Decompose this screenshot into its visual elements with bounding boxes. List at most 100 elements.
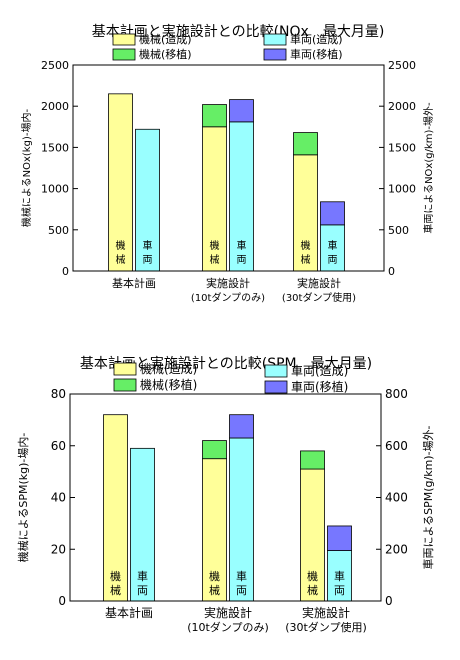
y-tick-label-left: 2000 bbox=[41, 100, 69, 113]
y-tick-label-left: 40 bbox=[51, 491, 66, 505]
y-tick-label-right: 400 bbox=[385, 491, 408, 505]
legend-swatch bbox=[263, 33, 287, 46]
bar-label-machine: 機 bbox=[209, 569, 220, 583]
legend-swatch bbox=[113, 378, 137, 392]
category-label: (30tダンプ使用) bbox=[285, 620, 367, 634]
y-axis-label-right: 車両によるSPM(g/km)-場外- bbox=[421, 425, 435, 569]
bar-machine-transplant bbox=[202, 104, 227, 128]
y-tick-label-right: 0 bbox=[385, 594, 393, 608]
category-label: (10tダンプのみ) bbox=[191, 291, 265, 304]
y-tick-label-left: 1000 bbox=[41, 183, 69, 196]
y-tick-label-left: 80 bbox=[51, 387, 66, 401]
bar-label-vehicle: 車 bbox=[143, 239, 153, 252]
y-tick-label-right: 1000 bbox=[388, 183, 416, 196]
bar-vehicle-transplant bbox=[229, 414, 254, 439]
y-tick-label-right: 0 bbox=[388, 265, 395, 278]
bar-machine-construction bbox=[202, 458, 227, 602]
chart-nox: 基本計画と実施設計との比較(NOx 最大月量) 0 500 1000 1500 2000 2… bbox=[20, 23, 435, 304]
bar-label-machine: 械 bbox=[301, 253, 311, 266]
legend-label: 機械(移植) bbox=[140, 377, 197, 392]
y-tick-label-left: 0 bbox=[62, 265, 69, 278]
bar-machine-construction bbox=[300, 468, 325, 602]
y-tick-label-left: 1500 bbox=[41, 141, 69, 154]
bar-label-machine: 機 bbox=[307, 569, 318, 583]
legend-swatch bbox=[263, 48, 287, 61]
bar-vehicle-transplant bbox=[327, 525, 352, 551]
bar-label-vehicle: 車 bbox=[237, 239, 247, 252]
plot-frame bbox=[69, 393, 382, 602]
legend-label: 車両(移植) bbox=[290, 47, 343, 61]
bar-label-machine: 機 bbox=[210, 239, 220, 252]
bar-machine-transplant bbox=[300, 450, 325, 470]
bar-label-vehicle: 両 bbox=[143, 255, 153, 266]
legend-label: 機械(移植) bbox=[139, 47, 192, 61]
bar-label-machine: 機 bbox=[301, 239, 311, 252]
bar-machine-construction bbox=[103, 414, 128, 602]
legend-swatch bbox=[113, 362, 137, 376]
y-tick-label-left: 0 bbox=[58, 594, 66, 608]
bar-vehicle-construction bbox=[327, 550, 352, 602]
y-axis-label-left: 機械によるNOx(kg)-場内- bbox=[20, 109, 33, 228]
y-tick-label-right: 600 bbox=[385, 439, 408, 453]
y-tick-label-right: 800 bbox=[385, 387, 408, 401]
chart-spm: 基本計画と実施設計との比較(SPM 最大月量)02040608002004006… bbox=[16, 355, 435, 634]
legend-swatch bbox=[264, 364, 288, 378]
legend-label: 機械(造成) bbox=[139, 32, 192, 46]
bar-label-vehicle: 両 bbox=[328, 255, 338, 266]
bar-label-machine: 械 bbox=[116, 253, 126, 266]
bar-label-machine: 械 bbox=[210, 253, 220, 266]
y-tick-label-right: 2500 bbox=[388, 59, 416, 72]
legend-label: 機械(造成) bbox=[140, 361, 197, 376]
bar-machine-transplant bbox=[202, 440, 227, 460]
bar-vehicle-transplant bbox=[320, 201, 345, 226]
bar-label-machine: 械 bbox=[110, 583, 121, 597]
legend-label: 車両(造成) bbox=[290, 32, 343, 46]
chart-title: 基本計画と実施設計との比較(SPM 最大月量) bbox=[80, 355, 372, 372]
y-tick-label-left: 60 bbox=[51, 439, 66, 453]
bar-machine-construction bbox=[108, 93, 133, 272]
bar-label-vehicle: 車 bbox=[328, 239, 338, 252]
bar-label-machine: 械 bbox=[209, 583, 220, 597]
y-axis-label-right: 車両によるNOx(g/km)-場外- bbox=[422, 102, 435, 234]
bar-machine-construction bbox=[293, 154, 318, 272]
bar-label-vehicle: 車 bbox=[137, 569, 148, 583]
y-tick-label-right: 200 bbox=[385, 542, 408, 556]
bar-label-machine: 機 bbox=[116, 239, 126, 252]
bar-vehicle-construction bbox=[130, 447, 155, 602]
y-tick-label-right: 500 bbox=[388, 224, 409, 237]
category-label: 実施設計 bbox=[204, 605, 252, 620]
y-axis-label-left: 機械によるSPM(kg)-場内- bbox=[16, 433, 30, 563]
category-label: 基本計画 bbox=[112, 276, 156, 290]
y-tick-label-right: 2000 bbox=[388, 100, 416, 113]
legend-swatch bbox=[112, 48, 136, 61]
legend-swatch bbox=[112, 33, 136, 46]
legend-label: 車両(造成) bbox=[291, 364, 348, 378]
legend-swatch bbox=[264, 380, 288, 394]
bar-label-machine: 機 bbox=[110, 569, 121, 583]
bar-label-vehicle: 両 bbox=[237, 255, 247, 266]
bar-label-machine: 械 bbox=[307, 583, 318, 597]
y-tick-label-left: 500 bbox=[48, 224, 69, 237]
y-tick-label-left: 2500 bbox=[41, 59, 69, 72]
category-label: 実施設計 bbox=[302, 605, 350, 620]
bar-label-vehicle: 両 bbox=[137, 584, 148, 597]
bar-label-vehicle: 車 bbox=[334, 569, 345, 583]
chart-title: 基本計画と実施設計との比較(NOx 最大月量) bbox=[92, 23, 385, 40]
bar-vehicle-transplant bbox=[229, 99, 254, 123]
category-label: (30tダンプ使用) bbox=[282, 291, 356, 304]
category-label: 基本計画 bbox=[105, 605, 153, 620]
bar-vehicle-construction bbox=[135, 128, 160, 272]
bar-label-vehicle: 両 bbox=[236, 584, 247, 597]
bar-label-vehicle: 両 bbox=[334, 584, 345, 597]
category-label: (10tダンプのみ) bbox=[187, 620, 269, 634]
bar-machine-transplant bbox=[293, 132, 318, 156]
category-label: 実施設計 bbox=[297, 276, 341, 290]
category-label: 実施設計 bbox=[206, 276, 250, 290]
y-tick-label-right: 1500 bbox=[388, 141, 416, 154]
legend-label: 車両(移植) bbox=[291, 379, 348, 394]
y-tick-label-left: 20 bbox=[51, 542, 66, 556]
bar-label-vehicle: 車 bbox=[236, 569, 247, 583]
plot-frame bbox=[72, 64, 385, 272]
